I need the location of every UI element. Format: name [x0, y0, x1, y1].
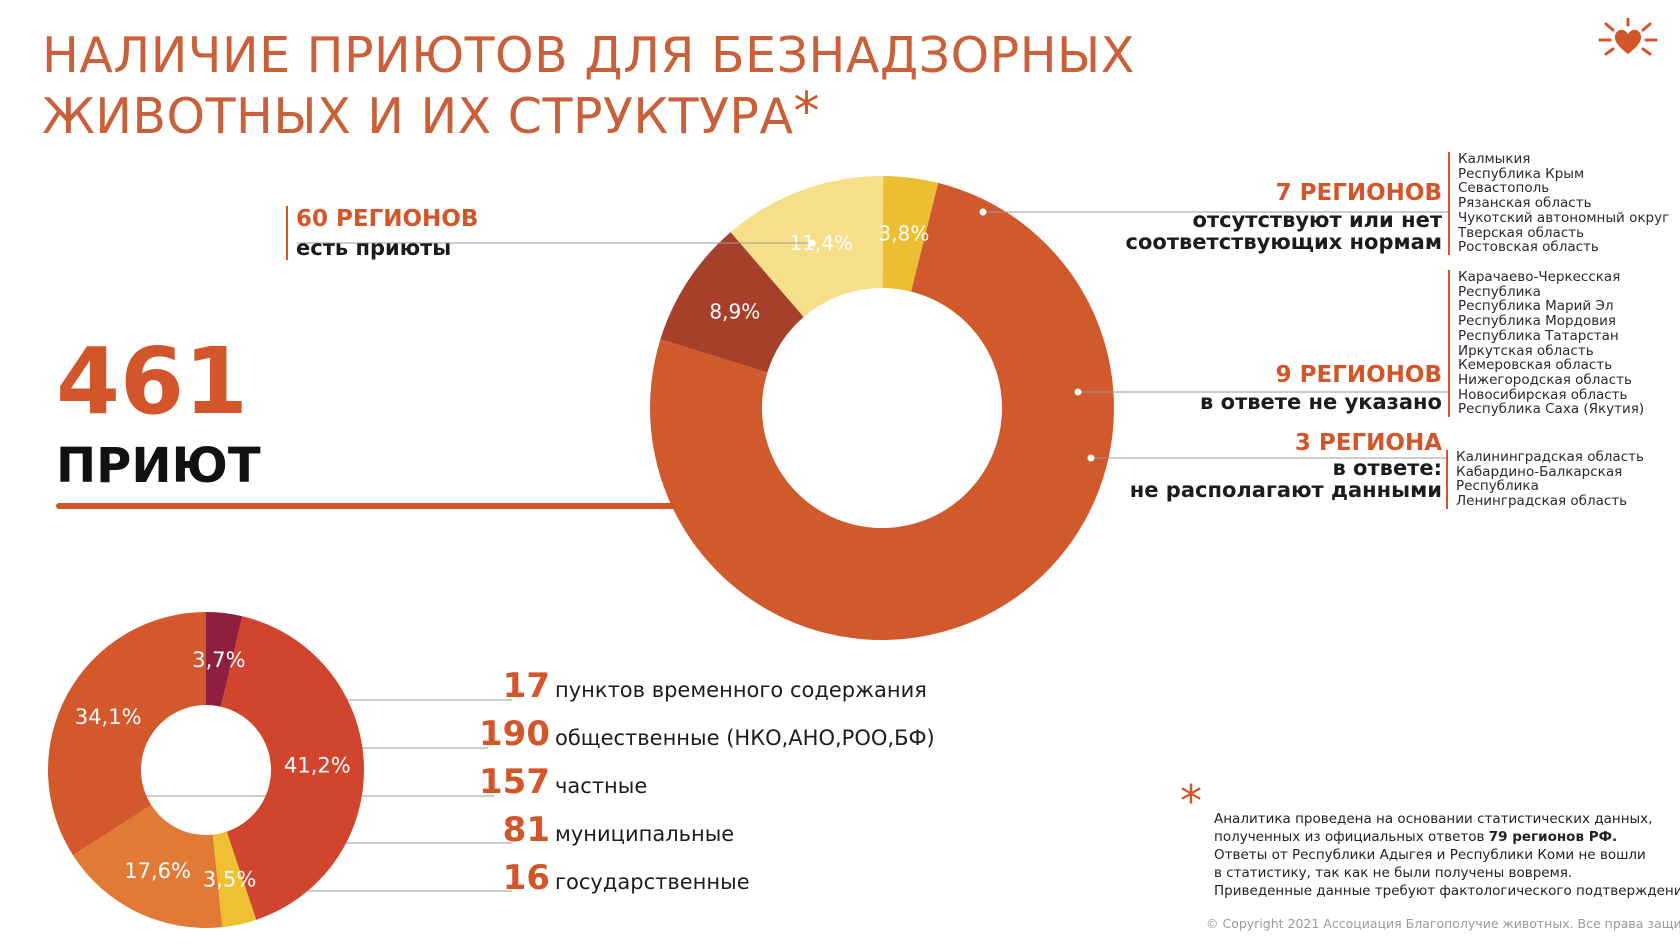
- slice-label-0: 3,7%: [192, 648, 245, 672]
- region-list-item: Калмыкия: [1458, 151, 1531, 167]
- stat-text-temporary: пунктов временного содержания: [555, 678, 927, 702]
- total-underline: [56, 503, 676, 509]
- region-count-9: 9 РЕГИОНОВ: [1275, 362, 1442, 388]
- title-line-1: НАЛИЧИЕ ПРИЮТОВ ДЛЯ БЕЗНАДЗОРНЫХ: [42, 27, 1135, 84]
- total-shelters-label: ПРИЮТ: [56, 438, 261, 494]
- stat-num-public: 190: [479, 714, 550, 754]
- title-asterisk: *: [793, 82, 821, 142]
- slice-label-1: 41,2%: [284, 753, 351, 777]
- region-desc-no-norms-2: соответствующих нормам: [1125, 230, 1442, 254]
- donut-slice-2: [212, 831, 257, 928]
- donut-slice-1: [660, 232, 804, 373]
- region-list-item: Республика Крым: [1458, 165, 1585, 182]
- marker-dot-60: [808, 239, 816, 247]
- region-group-not-specified: 9 РЕГИОНОВ в ответе не указано: [1200, 362, 1442, 414]
- slice-label-4: 34,1%: [75, 705, 142, 729]
- region-desc-no-norms-1: отсутствуют или нет: [1192, 208, 1442, 232]
- region-list-item: Тверская область: [1458, 224, 1585, 241]
- region-list-item: Иркутская область: [1458, 342, 1594, 359]
- footnote-line-1: Аналитика проведена на основании статист…: [1214, 811, 1653, 827]
- total-shelters-number: 461: [56, 328, 249, 435]
- donut-slice-0: [206, 612, 243, 707]
- region-list-item: Республика: [1458, 283, 1541, 300]
- region-list-item: Карачаево-Черкесская: [1458, 269, 1621, 285]
- region-group-no-data: 3 РЕГИОНА в ответе: не располагают данны…: [1130, 430, 1442, 502]
- region-list-item: Республика Татарстан: [1458, 327, 1619, 344]
- region-list-item: Кемеровская область: [1458, 357, 1613, 374]
- stat-num-temporary: 17: [502, 666, 550, 706]
- region-list-item: Рязанская область: [1458, 195, 1592, 212]
- copyright-text: © Copyright 2021 Ассоциация Благополучие…: [1206, 916, 1680, 931]
- region-list-item: Севастополь: [1458, 180, 1550, 197]
- region-desc-no-data-2: не располагают данными: [1129, 478, 1442, 502]
- footnote-line-3: Ответы от Республики Адыгея и Республики…: [1214, 847, 1646, 863]
- region-list-item: Калининградская область: [1456, 449, 1644, 465]
- marker-dot-9: [1074, 388, 1082, 396]
- slice-label-1: 8,9%: [709, 300, 760, 324]
- stat-num-private: 157: [479, 762, 550, 802]
- stat-row-private: 157 частные: [450, 762, 647, 802]
- footnote-asterisk: *: [1180, 776, 1202, 827]
- region-list-item: Республика Саха (Якутия): [1458, 401, 1645, 418]
- footnote-line-4: в статистику, так как не были получены в…: [1214, 865, 1573, 881]
- region-group-has-shelters: 60 РЕГИОНОВ есть приюты: [286, 206, 478, 260]
- stat-text-municipal: муниципальные: [555, 822, 735, 846]
- stat-num-state: 16: [502, 858, 550, 898]
- region-desc-not-specified: в ответе не указано: [1200, 390, 1442, 414]
- stat-text-public: общественные (НКО,АНО,РОО,БФ): [555, 726, 935, 750]
- marker-dot-3: [1087, 454, 1095, 462]
- donut-slice-1: [220, 616, 364, 920]
- region-list-item: Республика: [1456, 478, 1539, 495]
- region-desc-no-data-1: в ответе:: [1332, 456, 1442, 480]
- region-group-no-norms: 7 РЕГИОНОВ отсутствуют или нет соответст…: [1126, 180, 1442, 254]
- stat-row-state: 16 государственные: [450, 858, 750, 898]
- region-count-60: 60 РЕГИОНОВ: [296, 206, 479, 232]
- stat-row-municipal: 81 муниципальные: [450, 810, 735, 850]
- stat-row-public: 190 общественные (НКО,АНО,РОО,БФ): [450, 714, 935, 754]
- donut-slice-4: [48, 612, 207, 856]
- donut-slice-0: [649, 182, 1114, 640]
- region-list-no-norms: Калмыкия Республика Крым Севастополь Ряз…: [1448, 152, 1669, 255]
- region-list-item: Кабардино-Балкарская: [1456, 463, 1623, 480]
- region-list-no-data: Калининградская область Кабардино-Балкар…: [1446, 450, 1644, 509]
- slice-label-2: 3,5%: [203, 868, 256, 892]
- stat-num-municipal: 81: [502, 810, 550, 850]
- marker-dot-7: [979, 208, 987, 216]
- region-list-item: Нижегородская область: [1458, 371, 1632, 388]
- stat-text-state: государственные: [555, 870, 750, 894]
- donut-slice-3: [882, 176, 939, 292]
- region-list-item: Новосибирская область: [1458, 386, 1628, 403]
- footnote-regions-count: 79 регионов РФ.: [1488, 829, 1618, 845]
- heart-sun-icon: [1598, 18, 1658, 56]
- stat-text-private: частные: [555, 774, 648, 798]
- stat-row-temporary: 17 пунктов временного содержания: [450, 666, 927, 706]
- region-desc-has-shelters: есть приюты: [296, 236, 452, 260]
- region-count-7: 7 РЕГИОНОВ: [1275, 180, 1442, 206]
- region-list-item: Ленинградская область: [1456, 493, 1628, 510]
- footnote-text: Аналитика проведена на основании статист…: [1214, 810, 1680, 900]
- slice-label-3: 3,8%: [879, 222, 930, 246]
- page-title: НАЛИЧИЕ ПРИЮТОВ ДЛЯ БЕЗНАДЗОРНЫХ ЖИВОТНЫ…: [42, 26, 1135, 147]
- region-list-item: Чукотский автономный округ: [1458, 209, 1670, 226]
- region-list-not-specified: Карачаево-Черкесская Республика Республи…: [1448, 269, 1645, 418]
- region-list-item: Республика Марий Эл: [1458, 298, 1614, 315]
- region-list-item: Республика Мордовия: [1458, 313, 1617, 330]
- footnote-line-5: Приведенные данные требуют фактологическ…: [1214, 883, 1680, 899]
- footnote-line-2: полученных из официальных ответов: [1214, 829, 1489, 845]
- region-list-item: Ростовская область: [1458, 239, 1599, 256]
- donut-slice-2: [730, 176, 884, 318]
- slice-label-3: 17,6%: [124, 859, 191, 883]
- donut-slice-3: [72, 805, 223, 929]
- region-count-3: 3 РЕГИОНА: [1294, 430, 1442, 456]
- title-line-2: ЖИВОТНЫХ И ИХ СТРУКТУРА: [42, 88, 794, 145]
